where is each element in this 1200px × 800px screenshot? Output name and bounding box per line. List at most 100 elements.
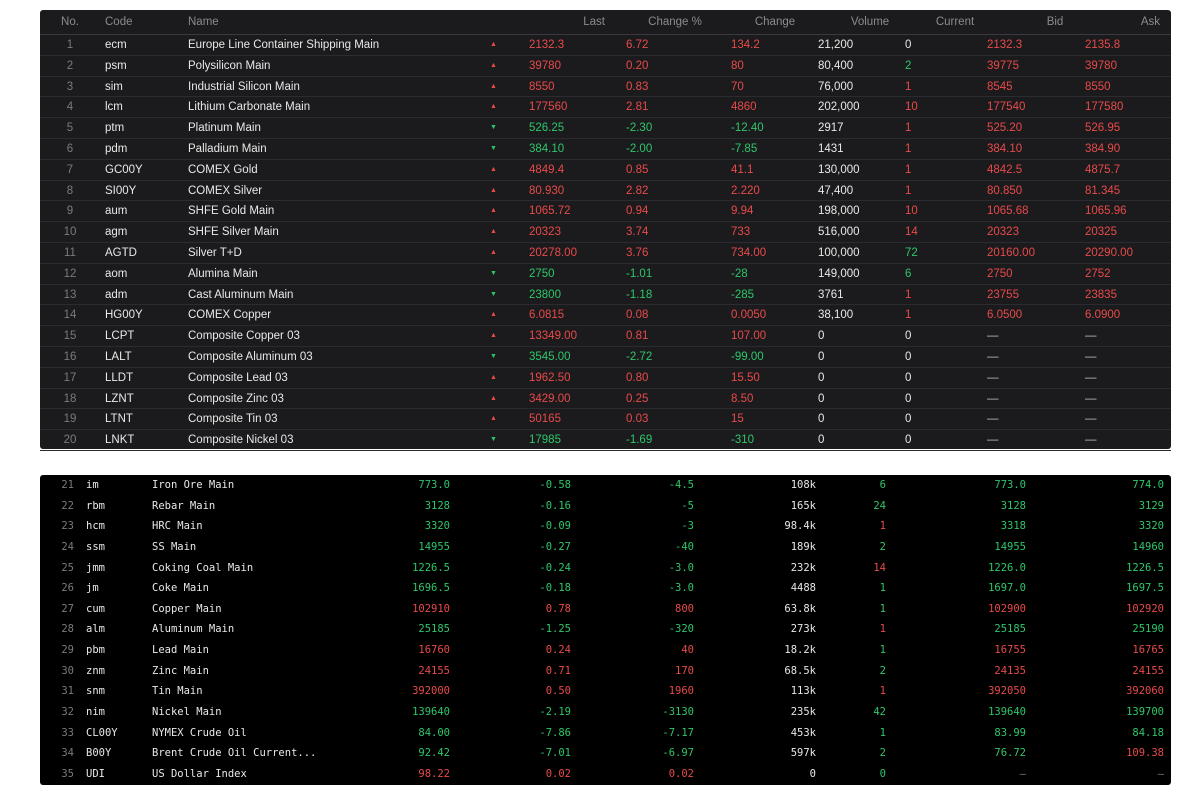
symbol-code[interactable]: LTNT: [105, 413, 133, 426]
instrument-name[interactable]: Composite Zinc 03: [188, 392, 284, 405]
symbol-code[interactable]: ssm: [86, 540, 105, 553]
instrument-name[interactable]: Aluminum Main: [152, 623, 235, 636]
instrument-name[interactable]: COMEX Silver: [188, 184, 263, 197]
instrument-name[interactable]: Industrial Silicon Main: [188, 80, 300, 93]
table-row[interactable]: 14 HG00Y COMEX Copper ▲ 6.0815 0.08 0.0050 38,1…: [40, 305, 1171, 327]
header-no[interactable]: No.: [61, 16, 79, 28]
symbol-code[interactable]: ptm: [105, 122, 125, 135]
instrument-name[interactable]: SHFE Gold Main: [188, 205, 275, 218]
instrument-name[interactable]: Platinum Main: [188, 122, 261, 135]
symbol-code[interactable]: alm: [86, 623, 105, 636]
symbol-code[interactable]: LALT: [105, 350, 132, 363]
symbol-code[interactable]: aum: [105, 205, 128, 218]
symbol-code[interactable]: B00Y: [86, 747, 112, 760]
instrument-name[interactable]: Copper Main: [152, 602, 222, 615]
symbol-code[interactable]: UDI: [86, 767, 105, 780]
instrument-name[interactable]: Coke Main: [152, 582, 209, 595]
symbol-code[interactable]: SI00Y: [105, 184, 137, 197]
table-row[interactable]: 10 agm SHFE Silver Main ▲ 20323 3.74 733 516,00…: [40, 222, 1171, 243]
table-row[interactable]: 24 ssm SS Main 14955 -0.27 -40 189k 2 14955 14960: [40, 537, 1171, 558]
table-row[interactable]: 11 AGTD Silver T+D ▲ 20278.00 3.76 734.00 100,0…: [40, 243, 1171, 264]
instrument-name[interactable]: SS Main: [152, 540, 197, 553]
instrument-name[interactable]: Silver T+D: [188, 246, 242, 259]
symbol-code[interactable]: nim: [86, 706, 105, 719]
instrument-name[interactable]: NYMEX Crude Oil: [152, 726, 247, 739]
table-row[interactable]: 4 lcm Lithium Carbonate Main ▲ 177560 2.81 486…: [40, 97, 1171, 119]
table-row[interactable]: 2 psm Polysilicon Main ▲ 39780 0.20 80 80,400 2 3…: [40, 56, 1171, 77]
table-row[interactable]: 12 aom Alumina Main ▼ 2750 -1.01 -28 149,000 6 27…: [40, 264, 1171, 285]
symbol-code[interactable]: jm: [86, 582, 99, 595]
instrument-name[interactable]: Coking Coal Main: [152, 561, 254, 574]
instrument-name[interactable]: Composite Tin 03: [188, 413, 278, 426]
table-row[interactable]: 5 ptm Platinum Main ▼ 526.25 -2.30 -12.40 2917 1…: [40, 118, 1171, 139]
table-row[interactable]: 23 hcm HRC Main 3320 -0.09 -3 98.4k 1 3318 3320: [40, 516, 1171, 537]
symbol-code[interactable]: im: [86, 479, 99, 491]
symbol-code[interactable]: rbm: [86, 499, 105, 512]
instrument-name[interactable]: Iron Ore Main: [152, 479, 235, 491]
table-row[interactable]: 35 UDI US Dollar Index 98.22 0.02 0.02 0 0 – –: [40, 764, 1171, 785]
symbol-code[interactable]: LCPT: [105, 330, 135, 343]
table-row[interactable]: 33 CL00Y NYMEX Crude Oil 84.00 -7.86 -7.17 453…: [40, 723, 1171, 744]
table-row[interactable]: 8 SI00Y COMEX Silver ▲ 80.930 2.82 2.220 47,400…: [40, 181, 1171, 202]
header-last[interactable]: Last: [583, 16, 605, 28]
table-row[interactable]: 16 LALT Composite Aluminum 03 ▼ 3545.00 -2.72…: [40, 347, 1171, 368]
instrument-name[interactable]: Composite Aluminum 03: [188, 350, 313, 363]
table-row[interactable]: 21 im Iron Ore Main 773.0 -0.58 -4.5 108k 6 773.…: [40, 475, 1171, 496]
table-row[interactable]: 31 snm Tin Main 392000 0.50 1960 113k 1 392050 39…: [40, 681, 1171, 702]
table-row[interactable]: 18 LZNT Composite Zinc 03 ▲ 3429.00 0.25 8.50 0…: [40, 389, 1171, 410]
table-row[interactable]: 15 LCPT Composite Copper 03 ▲ 13349.00 0.81 10…: [40, 326, 1171, 347]
header-ask[interactable]: Ask: [1140, 16, 1160, 28]
header-code[interactable]: Code: [105, 16, 133, 28]
instrument-name[interactable]: Lithium Carbonate Main: [188, 101, 311, 114]
instrument-name[interactable]: Composite Lead 03: [188, 371, 288, 384]
instrument-name[interactable]: Composite Nickel 03: [188, 434, 294, 447]
header-change-pct[interactable]: Change %: [648, 16, 702, 28]
table-row[interactable]: 13 adm Cast Aluminum Main ▼ 23800 -1.18 -285 37…: [40, 285, 1171, 306]
symbol-code[interactable]: LNKT: [105, 434, 135, 447]
table-row[interactable]: 32 nim Nickel Main 139640 -2.19 -3130 235k 42 13…: [40, 702, 1171, 723]
instrument-name[interactable]: Brent Crude Oil Current...: [152, 747, 317, 760]
symbol-code[interactable]: lcm: [105, 101, 123, 114]
table-row[interactable]: 34 B00Y Brent Crude Oil Current... 92.42 -7.…: [40, 743, 1171, 764]
instrument-name[interactable]: Polysilicon Main: [188, 59, 271, 72]
symbol-code[interactable]: snm: [86, 685, 105, 698]
symbol-code[interactable]: adm: [105, 288, 128, 301]
instrument-name[interactable]: Cast Aluminum Main: [188, 288, 294, 301]
instrument-name[interactable]: Palladium Main: [188, 142, 267, 155]
header-current[interactable]: Current: [935, 16, 975, 28]
table-row[interactable]: 26 jm Coke Main 1696.5 -0.18 -3.0 4488 1 1697.0 1…: [40, 578, 1171, 599]
symbol-code[interactable]: LLDT: [105, 371, 134, 384]
instrument-name[interactable]: Composite Copper 03: [188, 330, 300, 343]
symbol-code[interactable]: pbm: [86, 644, 105, 657]
table-row[interactable]: 20 LNKT Composite Nickel 03 ▼ 17985 -1.69 -310…: [40, 430, 1171, 451]
instrument-name[interactable]: Alumina Main: [188, 267, 258, 280]
table-row[interactable]: 6 pdm Palladium Main ▼ 384.10 -2.00 -7.85 1431 1…: [40, 139, 1171, 160]
symbol-code[interactable]: jmm: [86, 561, 105, 574]
symbol-code[interactable]: agm: [105, 226, 128, 239]
table-row[interactable]: 29 pbm Lead Main 16760 0.24 40 18.2k 1 16755 1676…: [40, 640, 1171, 661]
symbol-code[interactable]: GC00Y: [105, 163, 143, 176]
instrument-name[interactable]: Tin Main: [152, 685, 203, 698]
table-row[interactable]: 27 cum Copper Main 102910 0.78 800 63.8k 1 10290…: [40, 599, 1171, 620]
table-row[interactable]: 28 alm Aluminum Main 25185 -1.25 -320 273k 1 251…: [40, 619, 1171, 640]
symbol-code[interactable]: AGTD: [105, 246, 137, 259]
instrument-name[interactable]: Rebar Main: [152, 499, 216, 512]
instrument-name[interactable]: COMEX Gold: [188, 163, 258, 176]
table-row[interactable]: 19 LTNT Composite Tin 03 ▲ 50165 0.03 15 0 0 — —: [40, 409, 1171, 431]
instrument-name[interactable]: Europe Line Container Shipping Main: [188, 39, 380, 51]
symbol-code[interactable]: psm: [105, 59, 127, 72]
table-row[interactable]: 1 ecm Europe Line Container Shipping Main ▲…: [40, 35, 1171, 56]
symbol-code[interactable]: pdm: [105, 142, 128, 155]
instrument-name[interactable]: Nickel Main: [152, 706, 222, 719]
symbol-code[interactable]: HG00Y: [105, 309, 143, 322]
table-row[interactable]: 22 rbm Rebar Main 3128 -0.16 -5 165k 24 3128 3129: [40, 496, 1171, 517]
instrument-name[interactable]: US Dollar Index: [152, 767, 247, 780]
table-row[interactable]: 25 jmm Coking Coal Main 1226.5 -0.24 -3.0 232k…: [40, 558, 1171, 579]
header-name[interactable]: Name: [188, 16, 219, 28]
symbol-code[interactable]: LZNT: [105, 392, 134, 405]
symbol-code[interactable]: cum: [86, 602, 105, 615]
symbol-code[interactable]: znm: [86, 664, 105, 677]
table-row[interactable]: 3 sim Industrial Silicon Main ▲ 8550 0.83 70 76…: [40, 77, 1171, 98]
table-row[interactable]: 9 aum SHFE Gold Main ▲ 1065.72 0.94 9.94 198,00…: [40, 201, 1171, 223]
symbol-code[interactable]: sim: [105, 80, 123, 93]
